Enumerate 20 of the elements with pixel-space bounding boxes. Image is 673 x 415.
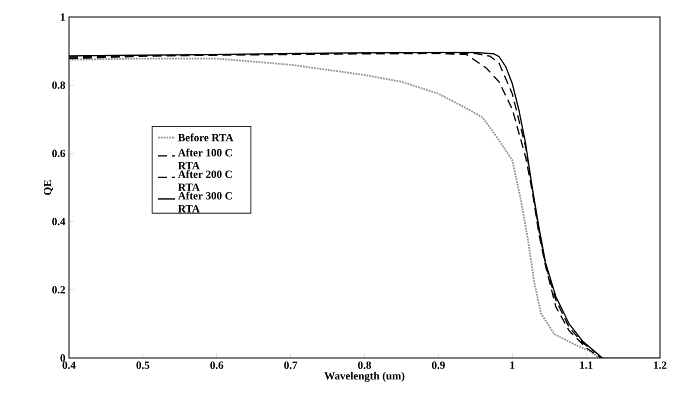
x-tick-label: 0.9 <box>432 362 445 369</box>
y-tick-label: 0.4 <box>52 218 66 226</box>
x-axis-title: Wavelength (um) <box>324 372 404 382</box>
x-tick-label: 0.6 <box>210 362 224 369</box>
y-tick-label: 0.6 <box>52 150 66 158</box>
y-tick-label: 1 <box>60 13 65 21</box>
y-tick-label: 0 <box>60 354 66 362</box>
legend-label: After 100 C RTA <box>178 148 232 170</box>
legend-label: After 200 C RTA <box>178 170 232 191</box>
x-tick-label: 0.5 <box>136 362 150 369</box>
legend-label: After 300 C RTA <box>178 192 232 212</box>
x-tick-label: 1.1 <box>580 362 592 369</box>
y-tick-label: 0.8 <box>52 81 66 89</box>
y-axis-title: QE <box>44 180 53 195</box>
x-tick-label: 1 <box>510 362 514 369</box>
x-tick-label: 0.8 <box>358 362 371 369</box>
legend-label: Before RTA <box>178 133 234 142</box>
x-tick-label: 0.7 <box>284 362 298 369</box>
y-tick-label: 0.2 <box>52 286 65 294</box>
x-tick-label: 1.2 <box>654 362 666 369</box>
